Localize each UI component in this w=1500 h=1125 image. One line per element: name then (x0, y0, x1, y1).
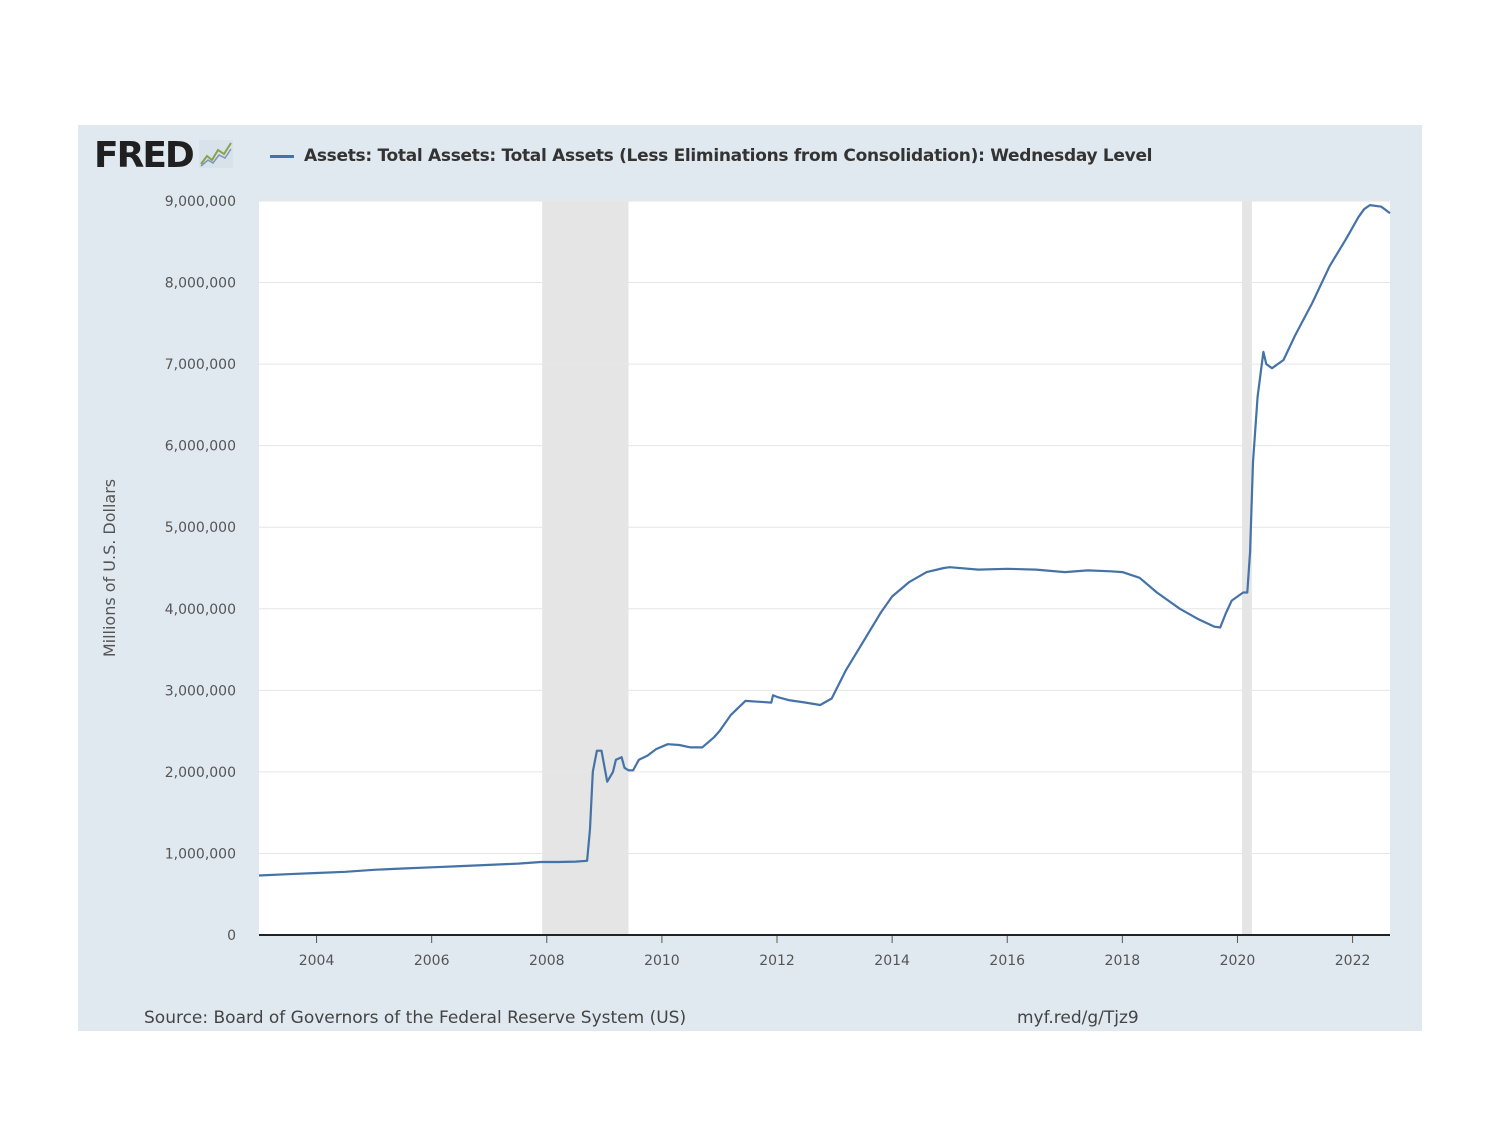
y-axis-title: Millions of U.S. Dollars (100, 479, 119, 657)
x-tick-label: 2022 (1335, 953, 1371, 969)
y-tick-label: 7,000,000 (165, 357, 236, 373)
y-tick-label: 6,000,000 (165, 439, 236, 455)
x-tick-label: 2018 (1105, 953, 1141, 969)
y-axis-ticks: 0 1,000,000 2,000,000 3,000,000 4,000,000 5,0… (165, 194, 236, 944)
fred-logo-text: FRED (94, 135, 195, 176)
y-tick-label: 9,000,000 (165, 194, 236, 210)
y-tick-label: 2,000,000 (165, 765, 236, 781)
grid-lines (259, 200, 1390, 854)
short-url-link[interactable]: myf.red/g/Tjz9 (1017, 1008, 1139, 1028)
recession-shading (542, 201, 1252, 935)
fred-logo[interactable]: FRED (94, 134, 233, 178)
legend-series-label: Assets: Total Assets: Total Assets (Less… (304, 146, 1153, 166)
y-tick-label: 8,000,000 (165, 276, 236, 292)
x-tick-label: 2010 (644, 953, 680, 969)
y-tick-label: 4,000,000 (165, 602, 236, 618)
x-tick-label: 2012 (759, 953, 795, 969)
y-tick-label: 1,000,000 (165, 846, 236, 862)
series-line (258, 204, 1391, 877)
x-tick-label: 2014 (874, 953, 910, 969)
recession-band (1242, 201, 1252, 935)
y-tick-label: 5,000,000 (165, 520, 236, 536)
x-tick-label: 2020 (1220, 953, 1256, 969)
y-tick-label: 3,000,000 (165, 683, 236, 699)
x-tick-label: 2016 (989, 953, 1025, 969)
legend-swatch (270, 154, 294, 158)
x-axis-ticks: 2004 2006 2008 2010 2012 2014 2016 2018 2020 2022 (299, 935, 1371, 969)
x-tick-label: 2008 (529, 953, 565, 969)
recession-band (542, 201, 629, 935)
source-note: Source: Board of Governors of the Federa… (144, 1008, 687, 1028)
y-tick-label: 0 (227, 928, 236, 944)
x-tick-label: 2006 (414, 953, 450, 969)
plot-area (259, 201, 1390, 935)
chart-legend[interactable]: Assets: Total Assets: Total Assets (Less… (270, 142, 1153, 170)
fred-chart-icon (198, 140, 233, 172)
x-tick-label: 2004 (299, 953, 335, 969)
